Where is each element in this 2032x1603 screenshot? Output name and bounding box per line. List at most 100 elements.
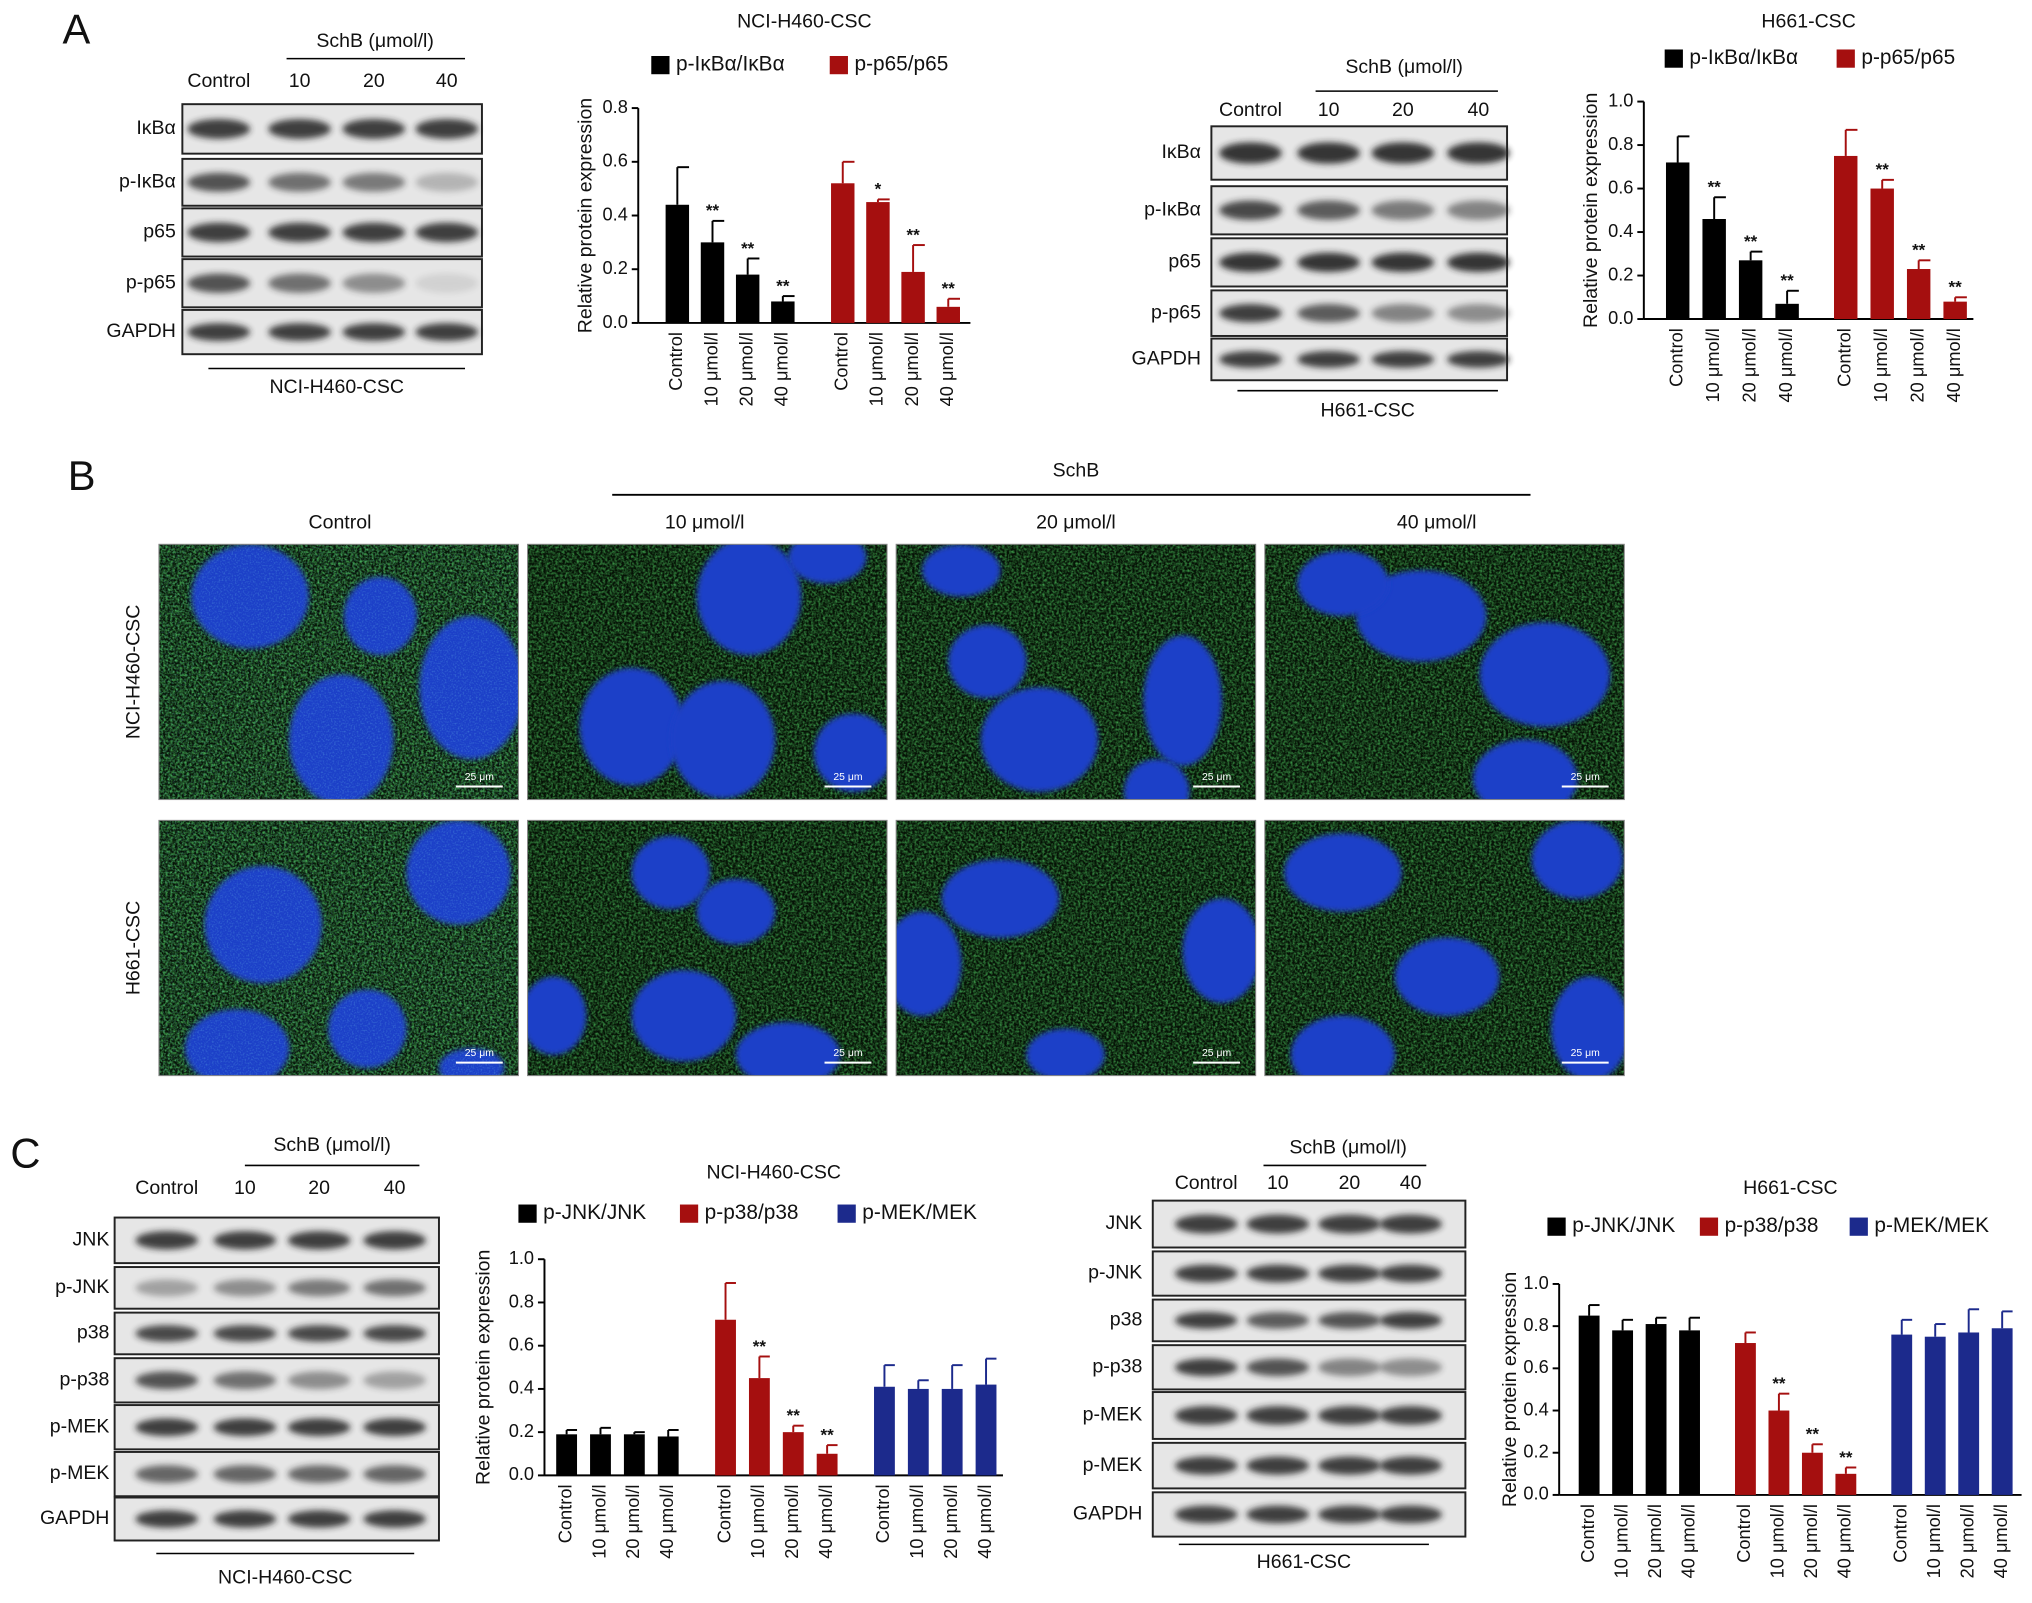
- blot-row-label: p-p65: [1151, 301, 1201, 323]
- blot-band: [1379, 1358, 1442, 1377]
- blot-band: [268, 273, 331, 293]
- blot-row-label: GAPDH: [1073, 1503, 1142, 1525]
- lane-label: 10: [234, 1177, 256, 1199]
- blot-treatment: SchB (μmol/l): [316, 30, 434, 52]
- blot-row-label: p-JNK: [55, 1276, 109, 1298]
- micro-nucleus: [1551, 976, 1625, 1076]
- blot-row-label: IκBα: [136, 117, 175, 139]
- micro-image: 25 μm: [158, 819, 519, 1077]
- panel-label: C: [10, 1129, 40, 1176]
- blot-band: [1318, 1358, 1381, 1377]
- legend-label: p-p65/p65: [854, 53, 948, 76]
- micro-content: [896, 820, 1256, 1076]
- x-tick-label: 40 μmol/l: [974, 1485, 995, 1559]
- blot-band: [1447, 142, 1510, 164]
- blot-band: [342, 323, 406, 341]
- significance-label: **: [1839, 1448, 1853, 1467]
- significance-label: **: [753, 1337, 767, 1356]
- y-tick-label: 0.8: [1523, 1314, 1548, 1335]
- chart-title: H661-CSC: [1761, 10, 1855, 32]
- blot-band: [268, 172, 331, 192]
- significance-label: *: [875, 180, 882, 199]
- bar: [1991, 1328, 2013, 1495]
- significance-label: **: [741, 239, 755, 258]
- bar: [1834, 155, 1858, 320]
- blot-band: [187, 172, 251, 192]
- blot-band: [1318, 1312, 1381, 1329]
- blot-band: [1219, 304, 1282, 323]
- x-tick-label: 40 μmol/l: [656, 1485, 677, 1559]
- x-tick-label: Control: [872, 1485, 893, 1544]
- micro-row-label: NCI-H460-CSC: [122, 605, 144, 739]
- bar: [816, 1453, 838, 1476]
- bar: [1679, 1330, 1700, 1495]
- blot-band: [1447, 200, 1510, 220]
- y-axis-label: Relative protein expression: [1499, 1272, 1521, 1507]
- bar: [735, 274, 760, 323]
- bar: [665, 204, 690, 323]
- x-tick-label: 40 μmol/l: [1943, 328, 1964, 402]
- x-tick-label: 20 μmol/l: [901, 332, 922, 406]
- bar: [866, 202, 890, 323]
- panel-label: B: [68, 452, 96, 499]
- x-tick-label: 10 μmol/l: [1702, 328, 1723, 402]
- scale-bar-label: 25 μm: [833, 1048, 862, 1059]
- lane-label: 40: [384, 1177, 406, 1199]
- blot-band: [1174, 1406, 1238, 1425]
- blot-band: [363, 1371, 426, 1390]
- blot-row-label: p-p38: [1092, 1355, 1142, 1377]
- blot-row-label: p-IκBα: [1144, 198, 1201, 220]
- micro-frame: [895, 819, 1257, 1077]
- blot-band: [415, 222, 479, 243]
- bar: [1775, 303, 1799, 320]
- blot-band: [342, 222, 406, 243]
- micro-nucleus: [631, 970, 736, 1062]
- blot-band: [1371, 304, 1435, 323]
- bar: [771, 301, 795, 323]
- blot-row-label: p65: [1168, 251, 1201, 273]
- significance-label: **: [1708, 178, 1722, 197]
- scale-bar-label: 25 μm: [465, 772, 494, 783]
- y-tick-label: 0.6: [1523, 1356, 1548, 1377]
- lane-label: Control: [135, 1177, 198, 1199]
- blot-band: [213, 1465, 277, 1483]
- blot-band: [415, 119, 479, 139]
- micro-frame: [158, 543, 519, 801]
- lane-label: Control: [1175, 1172, 1238, 1194]
- blot-band: [135, 1231, 198, 1250]
- significance-label: **: [1912, 241, 1926, 260]
- blot-band: [1379, 1406, 1442, 1425]
- blot-row-label: GAPDH: [106, 320, 175, 342]
- blot-band: [1379, 1214, 1442, 1234]
- micro-image: 25 μm: [895, 543, 1257, 801]
- x-tick-label: Control: [554, 1485, 575, 1544]
- blot-band: [1379, 1456, 1442, 1475]
- micro-nucleus: [1531, 820, 1623, 899]
- micro-image: 25 μm: [527, 543, 888, 801]
- bar: [1578, 1315, 1600, 1495]
- lane-label: 20: [363, 70, 385, 92]
- y-tick-label: 0.8: [509, 1290, 534, 1311]
- bar: [1835, 1473, 1857, 1495]
- y-tick-label: 0.4: [1523, 1398, 1548, 1419]
- x-tick-label: 20 μmol/l: [1800, 1504, 1821, 1578]
- blot-band: [1371, 351, 1435, 368]
- micro-column-label: 20 μmol/l: [1036, 512, 1116, 534]
- lane-label: Control: [187, 70, 250, 92]
- micro-image: 25 μm: [1264, 543, 1625, 801]
- blot-band: [363, 1231, 426, 1250]
- x-tick-label: 20 μmol/l: [1957, 1504, 1978, 1578]
- blot-row-label: p-p38: [59, 1368, 109, 1390]
- blot-row-label: p-MEK: [50, 1415, 110, 1437]
- blot-band: [135, 1510, 198, 1528]
- micro-nucleus: [814, 713, 888, 792]
- lane-label: 20: [1339, 1172, 1361, 1194]
- micro-nucleus: [696, 544, 802, 655]
- y-tick-label: 0.4: [603, 203, 628, 224]
- blot-band: [268, 119, 331, 139]
- legend-label: p-MEK/MEK: [1874, 1214, 1989, 1237]
- micro-nucleus: [922, 544, 1001, 597]
- x-tick-label: 40 μmol/l: [1775, 328, 1796, 402]
- blot-band: [363, 1418, 426, 1437]
- blot-band: [1174, 1264, 1238, 1283]
